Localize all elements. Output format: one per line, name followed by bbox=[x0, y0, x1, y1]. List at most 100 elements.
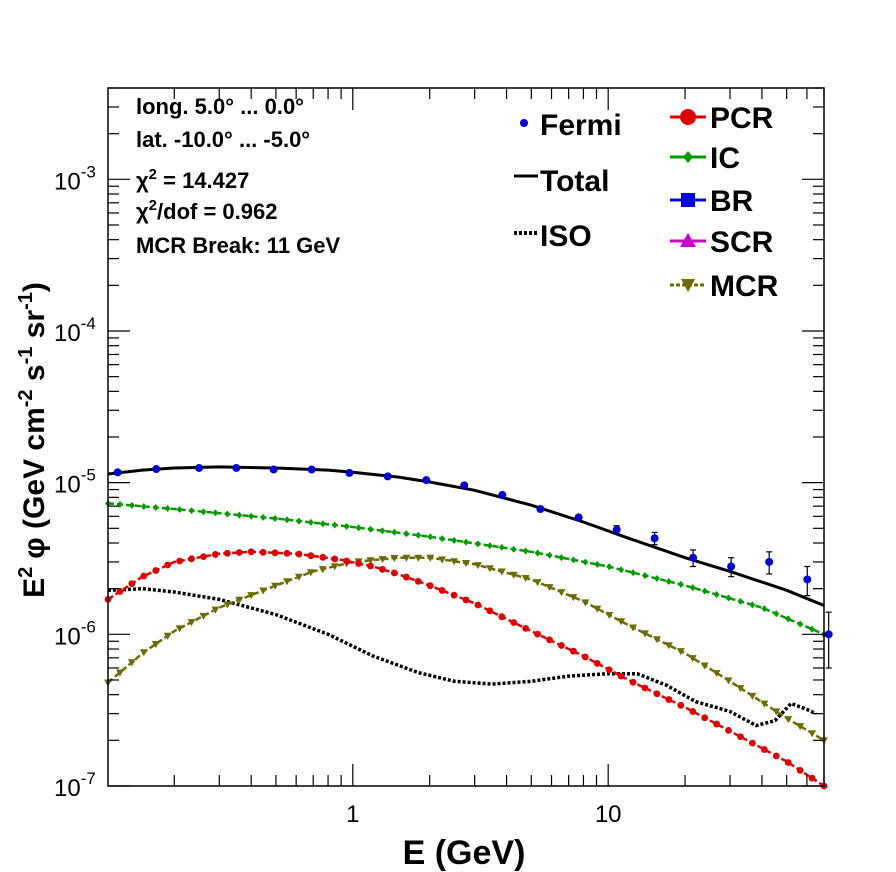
series-mcr-marker bbox=[438, 556, 447, 564]
series-ic-marker bbox=[558, 554, 565, 562]
series-mcr-marker bbox=[533, 579, 542, 587]
series-pcr-marker bbox=[498, 613, 506, 621]
series-pcr-marker bbox=[581, 653, 589, 661]
series-pcr-marker bbox=[450, 591, 458, 599]
series-pcr-marker bbox=[570, 647, 577, 655]
series-pcr-marker bbox=[271, 549, 279, 557]
series-ic-marker bbox=[785, 615, 792, 623]
series-mcr-marker bbox=[545, 584, 554, 592]
series-mcr-marker bbox=[641, 630, 649, 638]
y-tick-label: 10-4 bbox=[54, 314, 96, 347]
series-mcr-marker bbox=[485, 565, 494, 573]
fermi-point bbox=[345, 468, 354, 477]
series-pcr-marker bbox=[737, 733, 744, 741]
series-ic-marker bbox=[427, 533, 434, 541]
fermi-point bbox=[612, 525, 621, 534]
series-pcr-marker bbox=[176, 557, 184, 565]
series-mcr-marker bbox=[318, 566, 327, 574]
series-mcr-marker bbox=[688, 655, 697, 663]
legend-pcr-marker bbox=[680, 109, 696, 125]
series-ic-marker bbox=[797, 620, 804, 628]
series-pcr-marker bbox=[152, 567, 160, 574]
legend-label: Total bbox=[540, 165, 609, 198]
series-ic-marker bbox=[188, 507, 195, 515]
fermi-point bbox=[113, 468, 122, 477]
y-tick-exp: -6 bbox=[81, 617, 96, 636]
series-mcr-marker bbox=[629, 624, 638, 632]
series-pcr-marker bbox=[617, 672, 625, 680]
series-ic-marker bbox=[176, 506, 183, 514]
ylabel-prefix-sup: 2 bbox=[15, 567, 37, 578]
ylabel-sup-s: -1 bbox=[15, 347, 37, 365]
series-pcr-marker bbox=[713, 720, 720, 728]
series-ic-marker bbox=[665, 577, 672, 585]
series-ic bbox=[105, 499, 827, 638]
series-ic-marker bbox=[152, 503, 159, 511]
chi2-symbol: χ bbox=[136, 168, 149, 193]
legend-label: SCR bbox=[710, 226, 774, 259]
series-ic-marker bbox=[522, 547, 529, 555]
series-pcr-marker bbox=[784, 759, 792, 766]
series-mcr-marker bbox=[748, 692, 757, 700]
series-pcr-marker bbox=[593, 659, 601, 667]
legend-label: MCR bbox=[710, 270, 779, 303]
series-mcr-marker bbox=[724, 677, 733, 685]
series-pcr-marker bbox=[725, 726, 732, 734]
series-mcr-marker bbox=[139, 649, 148, 657]
series-mcr-marker bbox=[605, 611, 614, 619]
series-pcr-marker bbox=[605, 666, 613, 674]
series-pcr-marker bbox=[355, 560, 362, 567]
series-ic-marker bbox=[713, 591, 720, 599]
series-ic-marker bbox=[212, 509, 219, 517]
y-tick-exp: -4 bbox=[81, 314, 96, 333]
series-ic-marker bbox=[379, 527, 386, 535]
x-tick-label: 1 bbox=[346, 801, 359, 828]
series-mcr-marker bbox=[450, 558, 459, 566]
series-pcr-marker bbox=[116, 588, 124, 595]
series-pcr-marker bbox=[200, 553, 207, 561]
series-mcr-marker bbox=[211, 606, 220, 614]
ylabel-close: ) bbox=[18, 282, 51, 292]
legend: Fermi Total ISO PCR IC BR SCR MCR bbox=[514, 102, 779, 303]
legend-item-ic: IC bbox=[670, 142, 740, 175]
series-mcr-marker bbox=[259, 587, 268, 595]
series-ic-marker bbox=[606, 563, 613, 571]
series-pcr-marker bbox=[259, 548, 267, 556]
fermi-point bbox=[422, 476, 431, 485]
legend-label: ISO bbox=[540, 220, 592, 253]
legend-br-marker bbox=[681, 193, 695, 207]
series-mcr-marker bbox=[676, 648, 685, 656]
series-mcr-marker bbox=[509, 571, 518, 579]
y-tick-base: 10 bbox=[54, 472, 81, 499]
series-pcr-marker bbox=[522, 624, 530, 632]
series-mcr-marker bbox=[772, 708, 781, 716]
series-pcr-marker bbox=[402, 573, 410, 581]
series-ic-marker bbox=[164, 504, 171, 512]
series-ic-marker bbox=[570, 556, 577, 564]
series-ic-marker bbox=[737, 597, 744, 605]
series-pcr-marker bbox=[235, 549, 243, 556]
series-ic-marker bbox=[295, 517, 302, 525]
fermi-point bbox=[536, 505, 545, 514]
series-pcr-marker bbox=[223, 549, 231, 557]
chi2-value: = 14.427 bbox=[157, 168, 249, 193]
legend-item-scr: SCR bbox=[670, 226, 774, 259]
series-ic-marker bbox=[343, 522, 350, 530]
fermi-point bbox=[460, 481, 469, 490]
series-pcr-marker bbox=[247, 548, 255, 556]
series-ic-marker bbox=[773, 610, 780, 618]
series-ic-marker bbox=[618, 566, 625, 574]
series-mcr-marker bbox=[796, 723, 805, 731]
series-ic-marker bbox=[307, 518, 314, 526]
series-mcr-marker bbox=[569, 594, 578, 602]
series-mcr-marker bbox=[402, 554, 411, 562]
series-ic-marker bbox=[642, 572, 648, 580]
series-mcr-marker bbox=[760, 700, 769, 708]
ylabel-prefix: E bbox=[18, 578, 51, 598]
series-pcr-marker bbox=[629, 678, 637, 686]
series-ic-marker bbox=[534, 549, 541, 557]
series-ic-marker bbox=[630, 569, 637, 577]
series-pcr-marker bbox=[749, 739, 756, 747]
series-mcr-marker bbox=[808, 730, 817, 738]
